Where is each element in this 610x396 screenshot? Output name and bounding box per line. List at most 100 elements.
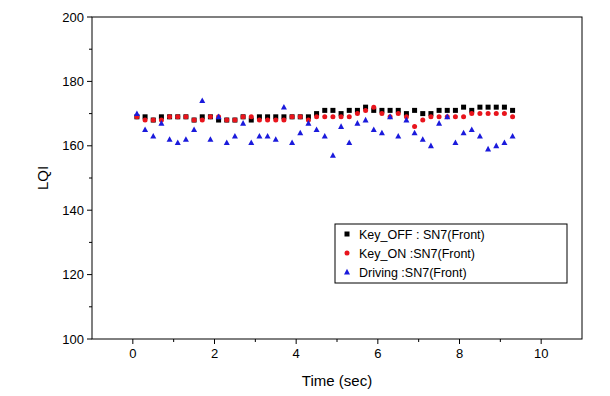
marker-triangle	[289, 139, 295, 145]
marker-circle	[510, 114, 515, 119]
marker-square	[183, 114, 188, 119]
x-tick	[214, 339, 215, 344]
marker-triangle	[452, 139, 458, 145]
marker-circle	[347, 114, 352, 119]
marker-triangle	[371, 127, 377, 133]
marker-triangle	[167, 136, 173, 142]
x-tick-label: 10	[534, 346, 548, 361]
marker-triangle	[281, 104, 287, 110]
marker-square	[420, 111, 425, 116]
marker-square	[412, 108, 417, 113]
marker-triangle	[493, 143, 499, 149]
marker-triangle	[265, 133, 271, 139]
y-tick	[87, 339, 92, 340]
marker-circle	[167, 114, 172, 119]
x-tick	[459, 339, 460, 344]
marker-triangle	[338, 123, 344, 129]
marker-triangle	[510, 133, 516, 139]
marker-square	[241, 114, 246, 119]
marker-circle	[273, 118, 278, 123]
y-minor-tick	[89, 49, 92, 50]
marker-circle	[461, 114, 466, 119]
marker-square	[445, 108, 450, 113]
y-tick-label: 180	[62, 74, 84, 89]
series	[134, 105, 515, 129]
marker-square	[298, 114, 303, 119]
x-tick-label: 4	[293, 346, 300, 361]
marker-square	[502, 105, 507, 110]
marker-circle	[355, 111, 360, 116]
marker-circle	[330, 114, 335, 119]
y-minor-tick	[89, 242, 92, 243]
marker-square	[437, 108, 442, 113]
marker-triangle	[322, 133, 328, 139]
marker-circle	[314, 114, 319, 119]
y-tick	[87, 81, 92, 82]
marker-circle	[445, 114, 450, 119]
legend-label: Driving :SN7(Front)	[359, 266, 467, 280]
marker-triangle	[395, 133, 401, 139]
marker-square	[510, 108, 515, 113]
x-minor-tick	[500, 339, 501, 342]
legend-label: Key_ON :SN7(Front)	[359, 247, 475, 261]
y-tick	[87, 17, 92, 18]
marker-triangle	[191, 127, 197, 133]
marker-circle	[143, 118, 148, 123]
marker-square	[151, 118, 156, 123]
marker-circle	[502, 111, 507, 116]
legend-marker	[345, 232, 350, 237]
marker-circle	[396, 111, 401, 116]
marker-square	[224, 118, 229, 123]
marker-triangle	[346, 139, 352, 145]
x-tick	[296, 339, 297, 344]
marker-triangle	[134, 110, 140, 116]
series	[134, 105, 515, 123]
y-tick-label: 200	[62, 10, 84, 25]
y-axis-label: LQI	[34, 166, 51, 190]
marker-circle	[428, 114, 433, 119]
marker-circle	[494, 111, 499, 116]
marker-circle	[249, 114, 254, 119]
marker-triangle	[199, 98, 205, 104]
marker-triangle	[477, 133, 483, 139]
marker-triangle	[142, 127, 148, 133]
series	[134, 98, 516, 158]
marker-triangle	[485, 146, 491, 152]
marker-triangle	[256, 133, 262, 139]
marker-circle	[437, 114, 442, 119]
legend-marker	[344, 269, 350, 275]
marker-triangle	[183, 136, 189, 142]
y-tick-label: 120	[62, 267, 84, 282]
marker-triangle	[232, 133, 238, 139]
x-tick-label: 0	[129, 346, 136, 361]
y-minor-tick	[89, 113, 92, 114]
y-tick	[87, 274, 92, 275]
marker-triangle	[461, 130, 467, 136]
marker-circle	[281, 118, 286, 123]
plot-area	[134, 98, 516, 158]
marker-circle	[257, 118, 262, 123]
marker-triangle	[436, 120, 442, 126]
marker-square	[232, 118, 237, 123]
x-tick-label: 6	[374, 346, 381, 361]
marker-square	[461, 105, 466, 110]
marker-circle	[290, 114, 295, 119]
legend-marker	[345, 251, 350, 256]
marker-circle	[412, 124, 417, 129]
marker-triangle	[216, 114, 222, 120]
marker-triangle	[150, 133, 156, 139]
marker-circle	[322, 114, 327, 119]
marker-circle	[192, 118, 197, 123]
marker-square	[494, 105, 499, 110]
x-minor-tick	[173, 339, 174, 342]
chart: 0246810100120140160180200Time (sec)LQIKe…	[0, 0, 610, 396]
marker-circle	[216, 114, 221, 119]
y-minor-tick	[89, 306, 92, 307]
y-tick	[87, 210, 92, 211]
marker-circle	[379, 111, 384, 116]
marker-circle	[363, 108, 368, 113]
x-minor-tick	[418, 339, 419, 342]
marker-triangle	[387, 114, 393, 120]
marker-triangle	[240, 120, 246, 126]
marker-circle	[371, 105, 376, 110]
